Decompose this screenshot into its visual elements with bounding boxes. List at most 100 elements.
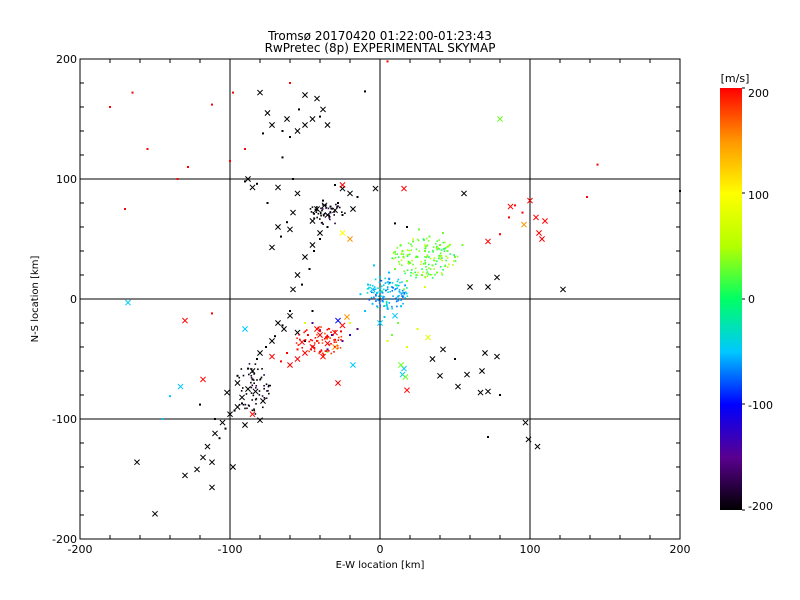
- data-point-x-marker: [339, 230, 346, 236]
- data-point-dot-marker: [265, 397, 268, 399]
- data-point-dot-marker: [349, 322, 351, 324]
- data-point-dot-marker: [337, 339, 340, 342]
- data-point-dot-marker: [395, 297, 397, 300]
- x-tick-label: 100: [520, 543, 541, 556]
- data-point-dot-marker: [425, 245, 428, 248]
- data-point-x-marker: [320, 106, 326, 113]
- data-point-dot-marker: [400, 293, 403, 295]
- data-point-dot-marker: [404, 284, 407, 287]
- data-point-dot-marker: [382, 288, 385, 291]
- data-point-dot-marker: [254, 387, 257, 389]
- data-point-dot-marker: [397, 284, 400, 287]
- data-point-dot-marker: [374, 278, 377, 281]
- data-point-dot-marker: [445, 255, 448, 258]
- data-point-dot-marker: [349, 334, 351, 336]
- data-point-dot-marker: [401, 250, 404, 252]
- data-point-dot-marker: [324, 350, 327, 352]
- data-point-dot-marker: [316, 209, 318, 212]
- data-point-dot-marker: [316, 216, 318, 219]
- data-point-x-marker: [335, 317, 341, 324]
- data-point-dot-marker: [377, 287, 379, 290]
- data-point-dot-marker: [329, 337, 331, 339]
- data-point-x-marker: [269, 122, 275, 128]
- data-point-dot-marker: [382, 295, 384, 298]
- data-point-dot-marker: [381, 290, 383, 293]
- data-point-dot-marker: [397, 278, 400, 281]
- data-point-dot-marker: [280, 360, 282, 363]
- data-point-dot-marker: [446, 250, 449, 252]
- data-point-dot-marker: [376, 291, 379, 294]
- data-point-x-marker: [533, 214, 539, 221]
- data-point-x-marker: [200, 376, 206, 383]
- data-point-dot-marker: [146, 148, 149, 150]
- data-point-dot-marker: [412, 240, 414, 243]
- data-point-dot-marker: [297, 344, 300, 346]
- data-point-dot-marker: [446, 257, 449, 259]
- data-point-dot-marker: [453, 260, 455, 262]
- data-point-dot-marker: [332, 334, 335, 336]
- data-point-x-marker: [230, 464, 236, 470]
- x-tick-label: 0: [377, 543, 384, 556]
- data-point-dot-marker: [187, 166, 189, 168]
- data-point-x-marker: [257, 350, 263, 356]
- data-point-dot-marker: [394, 253, 397, 256]
- data-point-x-marker: [152, 510, 158, 517]
- data-point-dot-marker: [292, 178, 294, 180]
- data-point-dot-marker: [304, 339, 307, 341]
- data-point-dot-marker: [398, 290, 401, 293]
- data-point-dot-marker: [337, 205, 339, 207]
- data-point-x-marker: [269, 353, 275, 360]
- data-point-dot-marker: [250, 386, 253, 389]
- data-point-dot-marker: [340, 211, 343, 213]
- data-point-dot-marker: [444, 265, 446, 268]
- data-point-dot-marker: [335, 203, 337, 206]
- data-point-dot-marker: [391, 305, 393, 308]
- data-point-dot-marker: [333, 339, 335, 341]
- data-point-x-marker: [347, 236, 353, 242]
- data-point-dot-marker: [446, 266, 449, 268]
- data-point-dot-marker: [378, 302, 381, 304]
- data-point-x-marker: [332, 207, 338, 214]
- data-point-dot-marker: [244, 180, 246, 183]
- data-point-dot-marker: [337, 345, 339, 347]
- data-point-dot-marker: [131, 91, 134, 94]
- data-point-dot-marker: [406, 269, 409, 272]
- data-point-dot-marker: [339, 347, 342, 349]
- data-point-dot-marker: [400, 299, 402, 301]
- data-point-dot-marker: [387, 308, 389, 310]
- data-point-dot-marker: [329, 218, 331, 221]
- data-point-dot-marker: [364, 90, 366, 93]
- data-point-dot-marker: [263, 387, 265, 390]
- data-point-dot-marker: [414, 271, 416, 274]
- data-point-x-marker: [479, 368, 485, 374]
- data-point-x-marker: [275, 224, 281, 230]
- data-point-dot-marker: [386, 304, 388, 306]
- data-point-dot-marker: [319, 211, 322, 214]
- data-point-dot-marker: [422, 238, 425, 240]
- data-point-dot-marker: [499, 394, 501, 396]
- data-point-dot-marker: [401, 281, 403, 283]
- data-point-dot-marker: [333, 351, 335, 353]
- data-point-dot-marker: [341, 214, 344, 216]
- data-point-dot-marker: [445, 259, 448, 262]
- data-point-dot-marker: [238, 376, 241, 379]
- data-point-dot-marker: [381, 285, 383, 288]
- data-point-dot-marker: [406, 249, 409, 251]
- y-tick-label: 0: [70, 293, 77, 306]
- data-point-dot-marker: [320, 350, 323, 352]
- data-point-x-marker: [287, 312, 293, 319]
- data-point-x-marker: [294, 272, 301, 278]
- data-point-dot-marker: [311, 339, 314, 342]
- data-point-dot-marker: [368, 286, 370, 289]
- data-point-dot-marker: [367, 283, 369, 286]
- data-point-dot-marker: [388, 302, 391, 304]
- y-axis-label: N-S location [km]: [30, 256, 41, 343]
- data-point-dot-marker: [299, 338, 301, 341]
- data-point-dot-marker: [408, 261, 410, 263]
- data-point-dot-marker: [372, 291, 375, 294]
- data-point-dot-marker: [330, 331, 332, 334]
- data-point-dot-marker: [404, 272, 406, 275]
- data-point-x-marker: [321, 202, 328, 209]
- data-point-dot-marker: [439, 256, 441, 258]
- data-point-dot-marker: [377, 299, 380, 302]
